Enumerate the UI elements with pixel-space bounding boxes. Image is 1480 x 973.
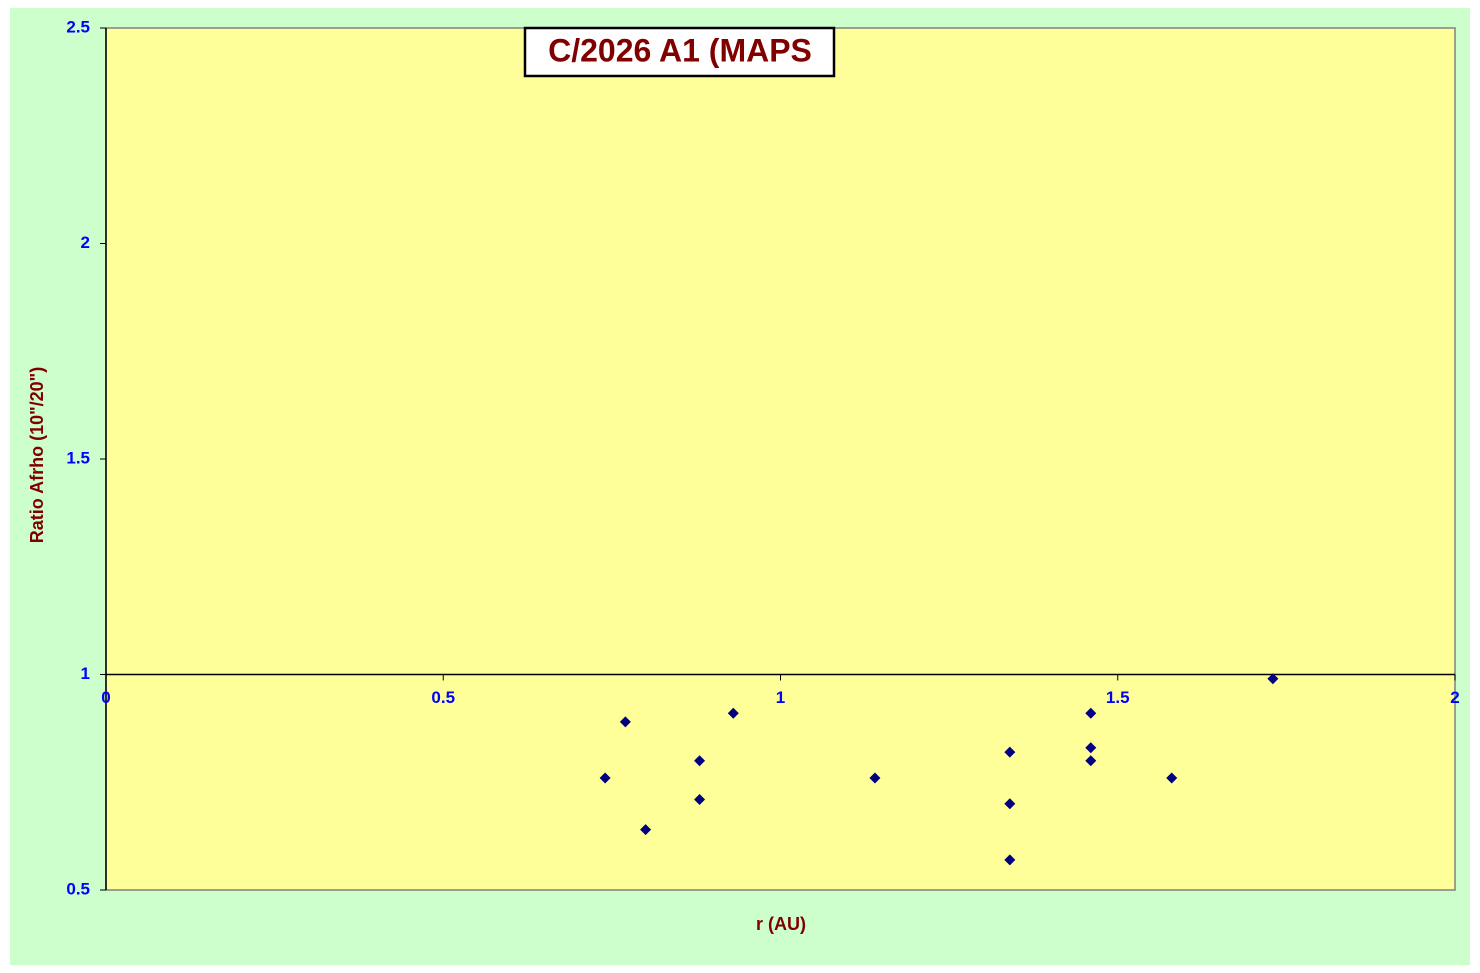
data-point	[640, 824, 652, 836]
x-tick-label: 0	[101, 688, 110, 707]
x-axis-label: r (AU)	[756, 914, 806, 934]
chart-title: C/2026 A1 (MAPS	[548, 32, 812, 68]
y-axis-label: Ratio Afrho (10"/20")	[27, 367, 47, 543]
data-point	[599, 772, 611, 784]
data-point	[1004, 746, 1016, 758]
x-tick-label: 0.5	[431, 688, 455, 707]
data-point	[1085, 755, 1097, 767]
plot-area	[105, 27, 1456, 891]
data-point	[619, 716, 631, 728]
data-point	[869, 772, 881, 784]
data-point	[1267, 673, 1279, 685]
y-tick-label: 2	[81, 233, 90, 252]
y-tick-label: 1	[81, 664, 90, 683]
data-point	[1004, 854, 1016, 866]
x-tick-label: 1	[776, 688, 785, 707]
y-tick-label: 1.5	[66, 448, 90, 467]
data-point	[694, 755, 706, 767]
data-point	[727, 707, 739, 719]
data-point	[1004, 798, 1016, 810]
data-point	[1085, 707, 1097, 719]
y-tick-label: 2.5	[66, 17, 90, 36]
data-point	[1085, 742, 1097, 754]
x-tick-label: 1.5	[1106, 688, 1130, 707]
y-tick-label: 0.5	[66, 879, 90, 898]
data-point	[1166, 772, 1178, 784]
title-box	[523, 26, 836, 78]
data-point	[694, 793, 706, 805]
x-tick-label: 2	[1450, 688, 1459, 707]
